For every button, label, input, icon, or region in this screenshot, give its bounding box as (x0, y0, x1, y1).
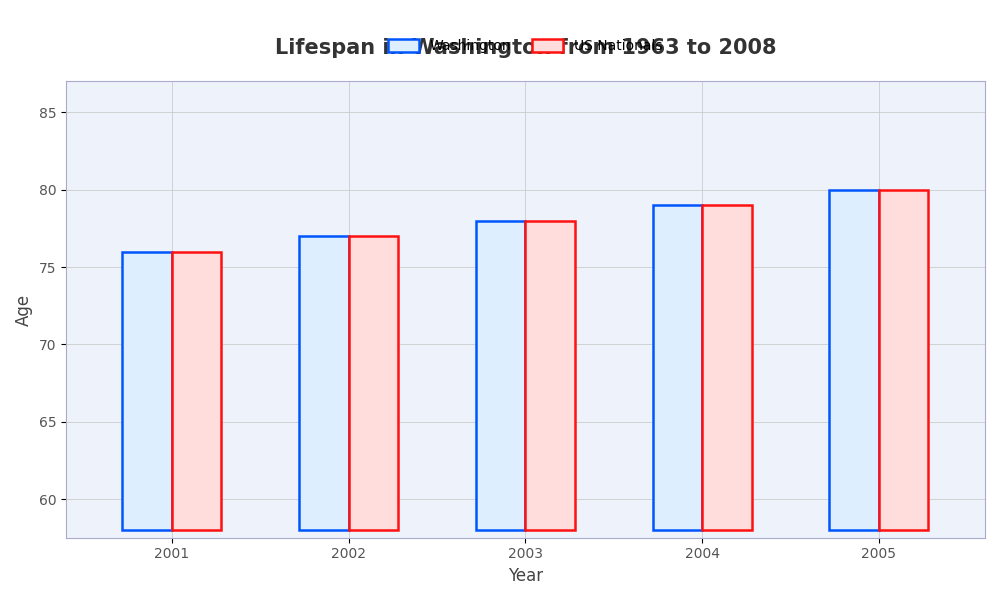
Bar (122, 251, 172, 530)
X-axis label: Year: Year (508, 567, 543, 585)
Y-axis label: Age: Age (15, 293, 33, 326)
Legend: Washington, US Nationals: Washington, US Nationals (383, 34, 668, 59)
Bar (879, 190, 928, 530)
Title: Lifespan in Washington from 1963 to 2008: Lifespan in Washington from 1963 to 2008 (275, 38, 776, 58)
Bar (702, 205, 752, 530)
Bar (349, 236, 398, 530)
Bar (829, 190, 879, 530)
Bar (299, 236, 349, 530)
Bar (476, 221, 525, 530)
Bar (172, 251, 221, 530)
Bar (525, 221, 575, 530)
Bar (653, 205, 702, 530)
